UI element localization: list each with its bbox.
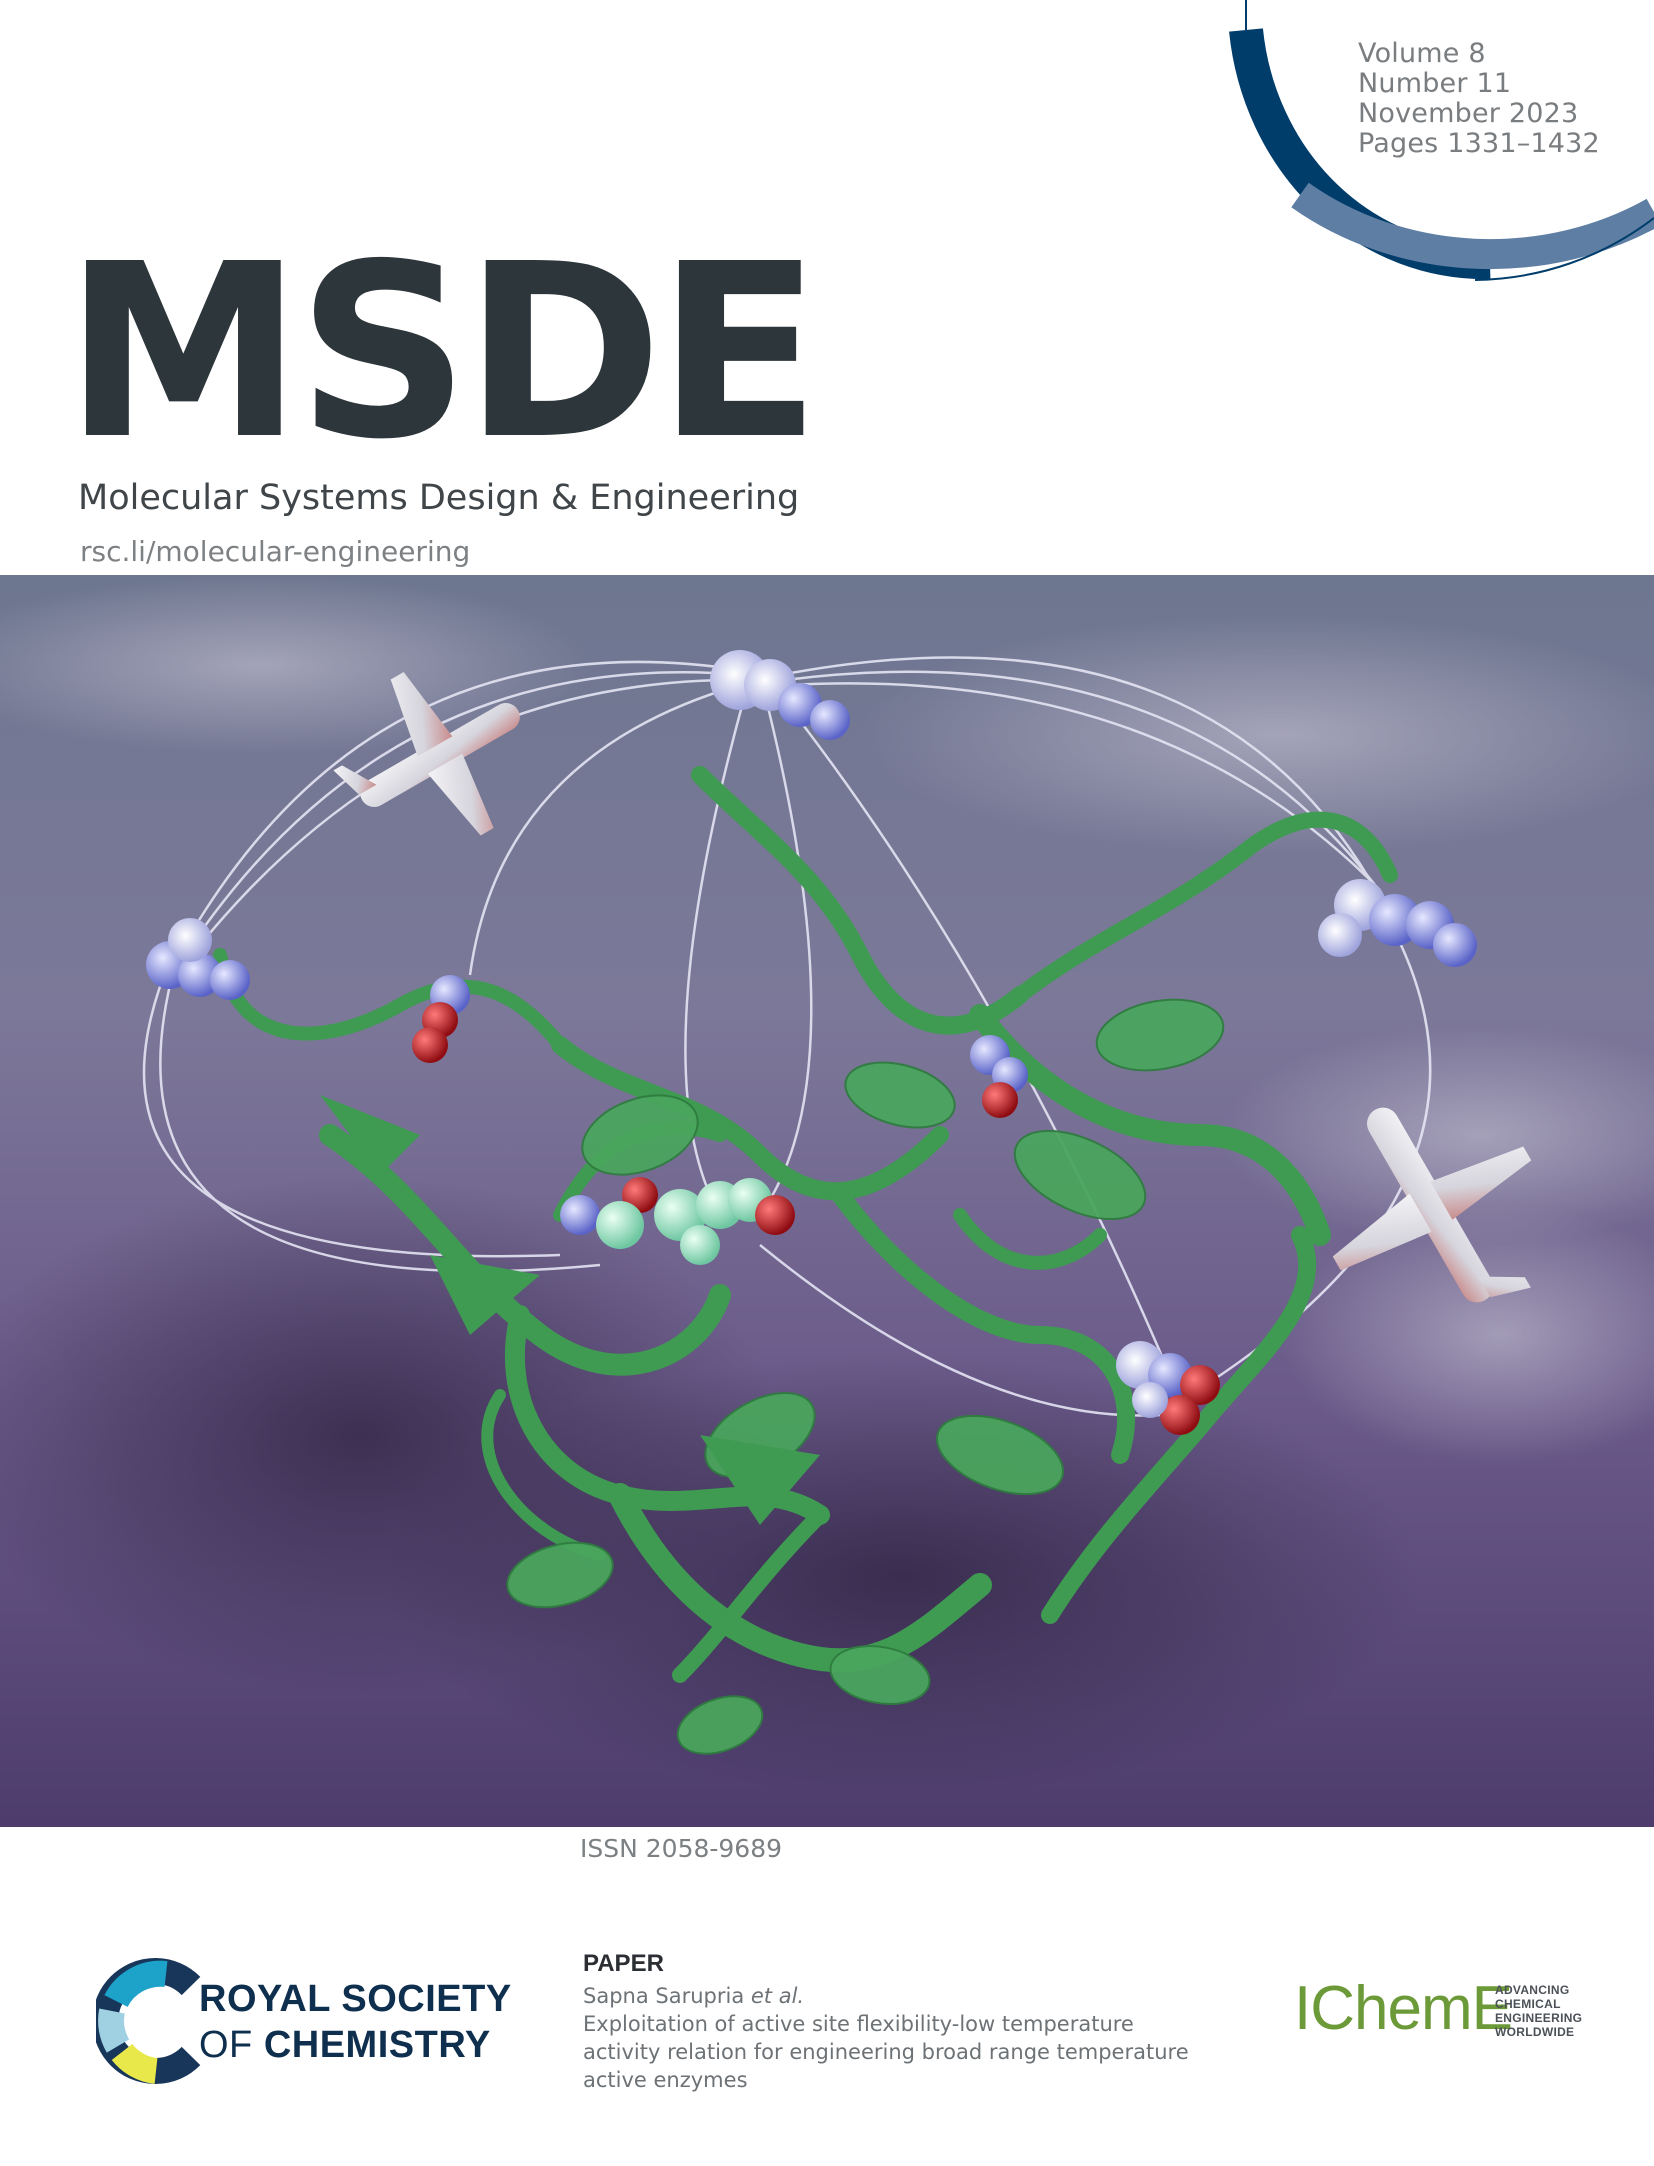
- rsc-c-mark-icon: [96, 1958, 201, 2084]
- paper-etal: et al.: [750, 1984, 805, 2008]
- issue-number: Number 11: [1358, 68, 1512, 99]
- issn: ISSN 2058-9689: [580, 1834, 783, 1863]
- publisher-name-line2: OF CHEMISTRY: [199, 2024, 491, 2067]
- icheme-wordmark: IChemE: [1294, 1974, 1513, 2043]
- paper-authors: Sapna Sarupria et al.: [583, 1982, 1303, 2010]
- featured-paper: PAPER Sapna Sarupria et al. Exploitation…: [583, 1950, 1303, 2094]
- cover-illustration: [0, 575, 1654, 1827]
- publisher-name-of: OF: [199, 2024, 264, 2066]
- partner-logo: IChemE ADVANCING CHEMICAL ENGINEERING WO…: [1294, 1974, 1582, 2048]
- airplane-left: [333, 672, 520, 836]
- airplane-right: [1332, 1107, 1532, 1303]
- paper-title-line: active enzymes: [583, 2068, 748, 2092]
- publisher-name-chemistry: CHEMISTRY: [263, 2024, 491, 2066]
- paper-title-line: Exploitation of active site flexibility-…: [583, 2012, 1134, 2036]
- issue-pages: Pages 1331–1432: [1358, 128, 1600, 159]
- publisher-name-line1: ROYAL SOCIETY: [199, 1978, 512, 2020]
- journal-full-title: Molecular Systems Design & Engineering: [78, 478, 800, 518]
- icheme-tagline-line: WORLDWIDE: [1495, 2025, 1575, 2039]
- issue-date: November 2023: [1358, 98, 1579, 129]
- icheme-tagline-line: CHEMICAL: [1495, 1997, 1561, 2011]
- journal-url: rsc.li/molecular-engineering: [80, 535, 471, 568]
- issue-volume: Volume 8: [1358, 38, 1486, 69]
- icheme-tagline-line: ADVANCING: [1495, 1983, 1570, 1997]
- paper-title-line: activity relation for engineering broad …: [583, 2040, 1189, 2064]
- journal-abbreviation: MSDE: [64, 212, 821, 492]
- paper-author-name: Sapna Sarupria: [583, 1984, 751, 2008]
- paper-label: PAPER: [583, 1950, 664, 1977]
- icheme-tagline-line: ENGINEERING: [1495, 2011, 1583, 2025]
- publisher-logo: ROYAL SOCIETY OF CHEMISTRY: [96, 1956, 576, 2086]
- issue-ring-graphic: [1229, 0, 1654, 281]
